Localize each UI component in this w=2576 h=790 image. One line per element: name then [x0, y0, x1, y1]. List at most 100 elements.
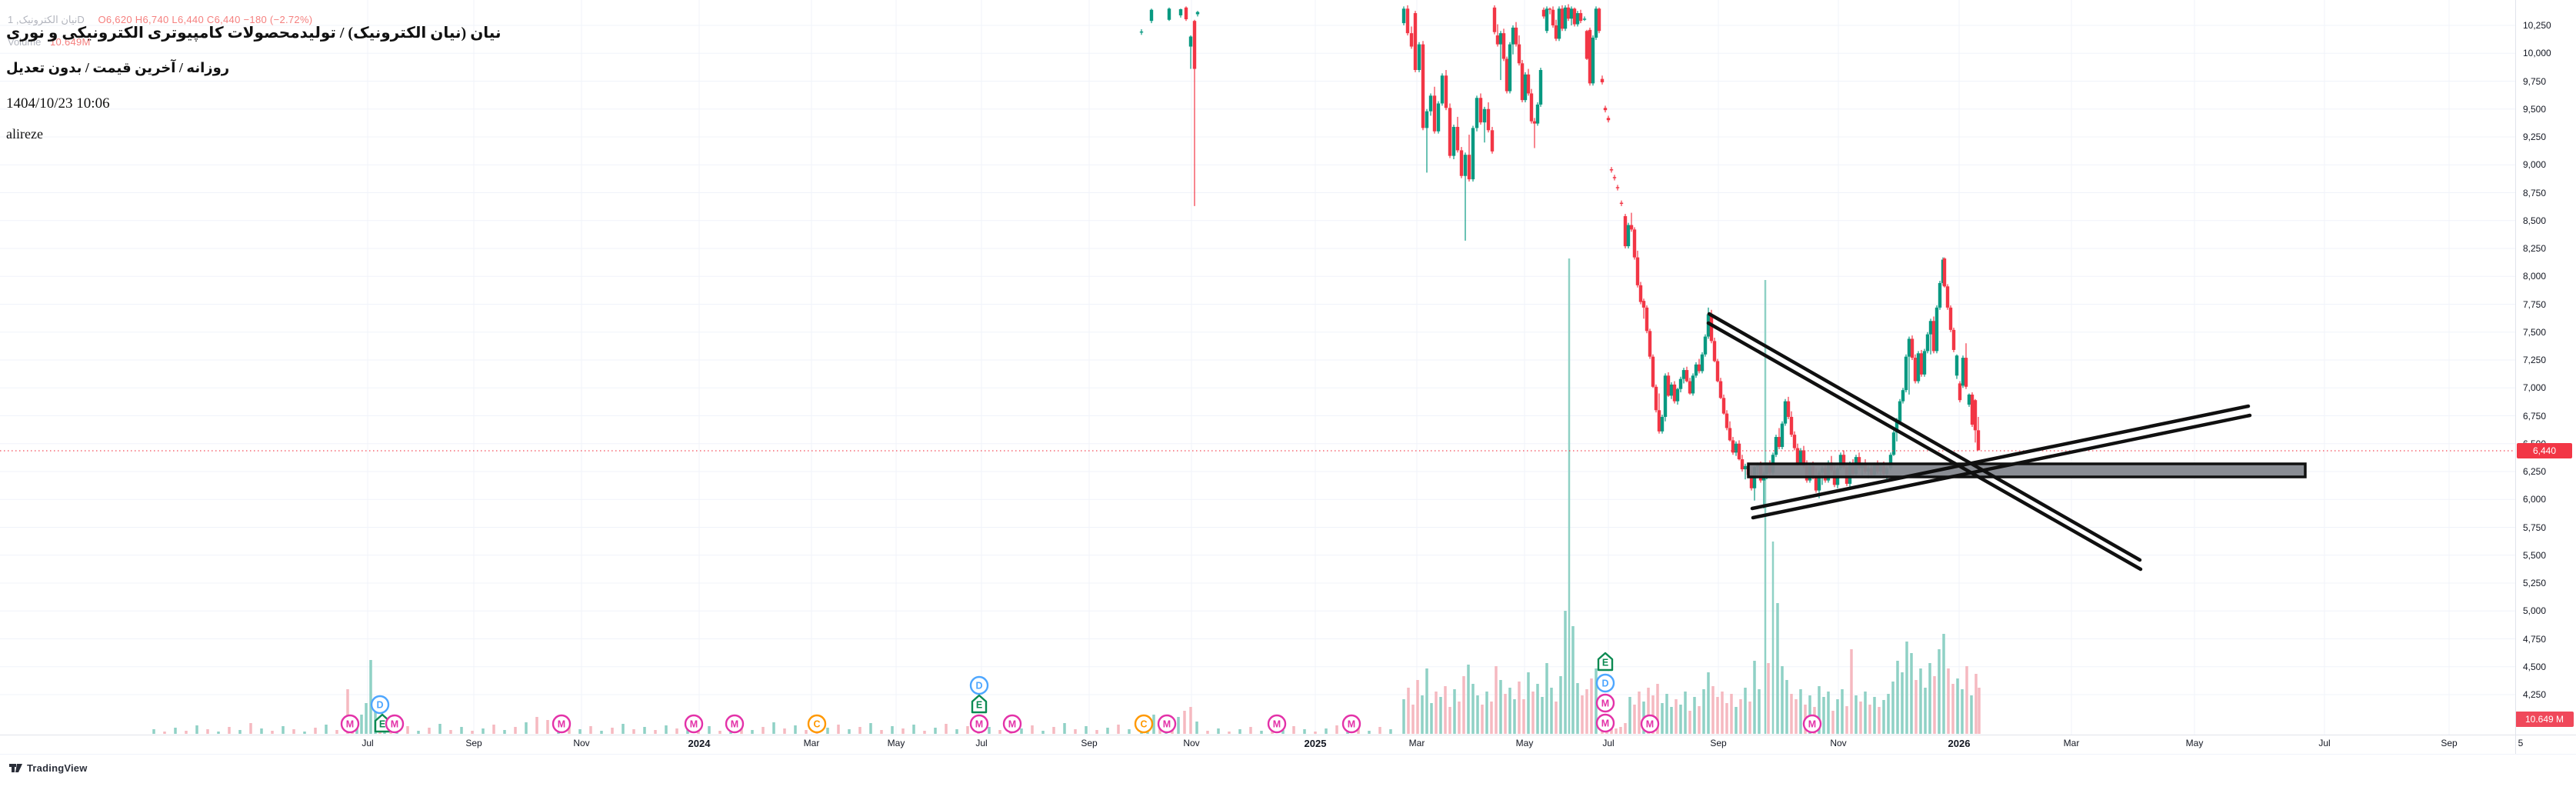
- time-tick-month: Nov: [1830, 738, 1847, 748]
- tradingview-logo-icon[interactable]: [9, 762, 22, 775]
- event-marker-D[interactable]: D: [370, 695, 390, 715]
- volume-bar: [1808, 695, 1811, 734]
- event-marker-E[interactable]: E: [971, 694, 988, 714]
- volume-bar: [1868, 705, 1871, 734]
- candle-body: [1795, 448, 1800, 464]
- candle-body: [1582, 18, 1587, 20]
- trend-line-ascending-2[interactable]: [1751, 413, 2252, 520]
- volume-bar: [1555, 702, 1558, 734]
- overlay-datetime: 1404/10/23 10:06: [6, 95, 110, 112]
- volume-bar: [1378, 727, 1381, 734]
- trend-line-ascending-1[interactable]: [1750, 404, 2251, 511]
- price-tick-label: 5,500: [2523, 549, 2547, 561]
- candle-body: [1697, 364, 1701, 372]
- trend-line-descending-1[interactable]: [1707, 312, 2142, 562]
- event-marker-M[interactable]: M: [1267, 714, 1287, 734]
- candle-body: [1898, 401, 1902, 422]
- event-marker-M[interactable]: M: [1640, 714, 1660, 734]
- candle-body: [1675, 388, 1680, 402]
- candle-body: [1612, 177, 1617, 178]
- trend-line-descending-2[interactable]: [1706, 321, 2143, 572]
- candle-body: [1455, 126, 1460, 151]
- event-marker-D[interactable]: D: [1595, 673, 1615, 693]
- volume-bar: [1767, 663, 1770, 734]
- event-marker-M[interactable]: M: [552, 714, 572, 734]
- volume-bar: [589, 726, 592, 734]
- price-tick-label: 6,250: [2523, 466, 2547, 477]
- candle-body: [1814, 477, 1818, 491]
- event-marker-M[interactable]: M: [1802, 714, 1822, 734]
- volume-bar: [1748, 702, 1751, 734]
- volume-bar: [1684, 692, 1687, 734]
- event-marker-C[interactable]: C: [1134, 714, 1154, 734]
- event-marker-M[interactable]: M: [1341, 714, 1361, 734]
- volume-bar: [1020, 728, 1023, 734]
- volume-bar: [303, 732, 306, 734]
- volume-bar: [848, 729, 851, 734]
- volume-bar: [783, 728, 786, 734]
- event-marker-C[interactable]: C: [807, 714, 827, 734]
- candle-body: [1632, 229, 1637, 258]
- volume-bar: [1527, 672, 1530, 734]
- svg-text:M: M: [1348, 719, 1355, 730]
- symbol-name[interactable]: نیان الکترونیک, 1D: [8, 14, 85, 25]
- event-marker-M[interactable]: M: [1595, 713, 1615, 733]
- volume-bar: [1095, 730, 1098, 734]
- volume-bar: [1206, 731, 1209, 734]
- tradingview-logo-text[interactable]: TradingView: [27, 762, 88, 774]
- price-tick-label: 7,500: [2523, 326, 2547, 338]
- volume-bar: [1292, 726, 1295, 734]
- event-marker-M[interactable]: M: [385, 714, 405, 734]
- volume-bar: [665, 725, 668, 734]
- event-marker-E[interactable]: E: [374, 713, 391, 733]
- event-marker-M[interactable]: M: [1002, 714, 1022, 734]
- price-tick-label: 7,000: [2523, 382, 2547, 394]
- volume-bar: [1458, 702, 1461, 734]
- price-tick-label: 4,500: [2523, 661, 2547, 672]
- last-price-tag: 6,440: [2517, 443, 2572, 458]
- event-marker-D[interactable]: D: [969, 675, 989, 695]
- candle-body: [1891, 432, 1896, 455]
- time-tick-month: Sep: [2441, 738, 2458, 748]
- volume-legend[interactable]: Volume 10.649M: [8, 36, 91, 48]
- footer-separator: [0, 754, 2576, 755]
- volume-bar: [1915, 680, 1918, 734]
- event-marker-M[interactable]: M: [1157, 714, 1177, 734]
- volume-bar: [1799, 689, 1802, 734]
- volume-bar: [1970, 695, 1973, 734]
- event-marker-M[interactable]: M: [725, 714, 745, 734]
- volume-bar: [1688, 711, 1691, 734]
- event-marker-E[interactable]: E: [1597, 652, 1614, 672]
- price-axis[interactable]: 6,440 10.649 M 10,250 10,000 9,750 9,500 9,2…: [2515, 0, 2576, 735]
- volume-bar: [195, 725, 198, 734]
- event-marker-M[interactable]: M: [684, 714, 704, 734]
- candle-body: [1554, 25, 1558, 39]
- time-axis[interactable]: Jul Sep Nov 2024 Mar May Jul Sep Nov 2025 Mar May Ju…: [0, 735, 2576, 754]
- volume-bar: [1476, 695, 1479, 734]
- volume-bar: [1389, 729, 1392, 734]
- candle-body: [1895, 421, 1899, 433]
- volume-bar: [1576, 683, 1579, 734]
- time-tick-month: Sep: [465, 738, 482, 748]
- event-marker-M[interactable]: M: [1595, 693, 1615, 713]
- volume-bar: [1189, 707, 1192, 734]
- volume-bar: [1924, 688, 1927, 734]
- candle-body: [1641, 301, 1646, 308]
- candle-body: [1817, 472, 1821, 491]
- volume-bar: [1665, 694, 1668, 734]
- volume-bar: [1785, 680, 1788, 734]
- volume-bar: [1776, 603, 1779, 734]
- volume-bar: [1448, 707, 1451, 734]
- svg-text:M: M: [1273, 719, 1281, 730]
- candle-body: [1428, 95, 1433, 112]
- volume-bar: [1518, 682, 1521, 734]
- event-marker-M[interactable]: M: [340, 714, 360, 734]
- candle-body: [1192, 21, 1197, 69]
- symbol-legend[interactable]: نیان الکترونیک, 1D O6,620 H6,740 L6,440 …: [8, 14, 312, 26]
- support-zone-rectangle[interactable]: [1747, 462, 2307, 478]
- event-marker-M[interactable]: M: [969, 714, 989, 734]
- volume-bar: [1430, 703, 1433, 734]
- volume-bar: [1836, 699, 1839, 734]
- time-tick-month: May: [887, 738, 905, 748]
